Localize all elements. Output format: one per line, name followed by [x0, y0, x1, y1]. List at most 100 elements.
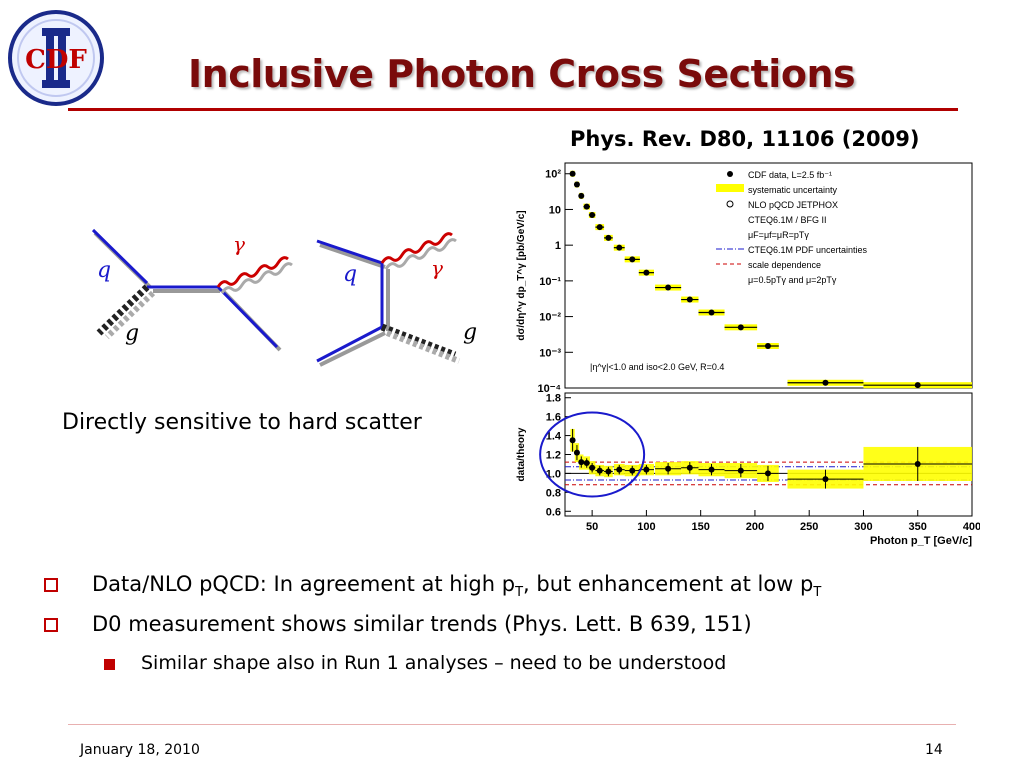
- legend-marker: [716, 184, 744, 192]
- x-tick-label: 50: [586, 521, 598, 533]
- y-tick-label-top: 10⁻²: [539, 312, 561, 324]
- x-tick-label: 350: [909, 521, 927, 533]
- y-tick-label-top: 10⁻⁴: [538, 383, 561, 395]
- data-point-top: [583, 203, 590, 210]
- legend-label: μF=μf=μR=pTγ: [748, 230, 809, 240]
- ratio-point: [708, 466, 715, 473]
- y-tick-label-bottom: 1.0: [546, 468, 561, 480]
- footer-divider: [68, 724, 956, 725]
- bullet-marker: [44, 578, 58, 592]
- bullet-text: D0 measurement shows similar trends (Phy…: [92, 612, 752, 636]
- low-pt-highlight-circle: [539, 411, 646, 498]
- y-tick-label-bottom: 1.2: [546, 450, 561, 462]
- chart-annotation: |η^γ|<1.0 and iso<2.0 GeV, R=0.4: [590, 362, 724, 372]
- data-point-top: [596, 224, 603, 231]
- svg-text:CDF: CDF: [25, 45, 87, 75]
- y-tick-label-top: 10⁻³: [539, 347, 561, 359]
- data-point-top: [822, 379, 829, 386]
- svg-text:g: g: [125, 321, 139, 346]
- y-tick-label-top: 1: [555, 240, 561, 252]
- y-tick-label-bottom: 0.8: [546, 487, 561, 499]
- svg-text:q: q: [97, 258, 111, 283]
- ratio-point: [583, 460, 590, 467]
- feynman-diagrams: q g γ q g γ: [91, 228, 477, 367]
- legend-marker: [727, 171, 733, 177]
- data-point-top: [737, 324, 744, 331]
- data-point-top: [616, 244, 623, 251]
- data-point-top: [578, 192, 585, 199]
- ratio-point: [686, 464, 693, 471]
- ratio-point: [569, 437, 576, 444]
- cdf-logo: CDF: [8, 10, 104, 106]
- reference-citation: Phys. Rev. D80, 11106 (2009): [570, 127, 920, 151]
- legend-label: NLO pQCD JETPHOX: [748, 200, 838, 210]
- bullet-marker: [44, 618, 58, 632]
- bullet-item: D0 measurement shows similar trends (Phy…: [44, 612, 1004, 652]
- ratio-point: [764, 470, 771, 477]
- y-tick-label-top: 10: [549, 204, 561, 216]
- legend-label: systematic uncertainty: [748, 185, 838, 195]
- top-panel-frame: [564, 162, 973, 389]
- y-tick-label-bottom: 1.6: [546, 412, 561, 424]
- y-tick-label-bottom: 1.4: [546, 431, 562, 443]
- x-tick-label: 250: [800, 521, 818, 533]
- data-point-top: [629, 256, 636, 263]
- ratio-point: [605, 468, 612, 475]
- ratio-point: [665, 465, 672, 472]
- y-axis-label-bottom: data/theory: [516, 427, 527, 481]
- x-tick-label: 300: [854, 521, 872, 533]
- y-tick-label-top: 10²: [545, 169, 561, 181]
- legend-marker: [726, 200, 734, 208]
- data-point-top: [686, 296, 693, 303]
- ratio-point: [589, 464, 596, 471]
- ratio-point: [616, 466, 623, 473]
- svg-text:γ: γ: [431, 256, 443, 280]
- legend-label: scale dependence: [748, 260, 821, 270]
- ratio-point: [643, 466, 650, 473]
- svg-text:q: q: [343, 262, 357, 287]
- bullet-list: Data/NLO pQCD: In agreement at high pT, …: [44, 572, 1004, 686]
- y-tick-label-top: 10⁻¹: [539, 276, 561, 288]
- data-point-top: [573, 181, 580, 188]
- y-axis-label-top: dσ/dη^γ dp_T^γ [pb/GeV/c]: [516, 210, 527, 340]
- page-number: 14: [925, 742, 943, 758]
- sub-bullet-marker: [104, 659, 115, 670]
- sub-bullet-item: Similar shape also in Run 1 analyses – n…: [104, 652, 1004, 686]
- feynman-diagram-s-channel: q g γ: [91, 228, 293, 352]
- ratio-point: [573, 449, 580, 456]
- x-tick-label: 200: [746, 521, 764, 533]
- slide-title: Inclusive Photon Cross Sections: [188, 52, 856, 96]
- ratio-point: [596, 467, 603, 474]
- legend-label: μ=0.5pTγ and μ=2pTγ: [748, 275, 837, 285]
- title-divider: [68, 108, 958, 111]
- data-point-top: [605, 234, 612, 241]
- bullet-text: Data/NLO pQCD: In agreement at high pT, …: [92, 572, 822, 601]
- y-tick-label-bottom: 1.8: [546, 393, 561, 405]
- legend-label: CTEQ6.1M PDF uncertainties: [748, 245, 868, 255]
- data-point-top: [569, 170, 576, 177]
- data-point-top: [764, 343, 771, 350]
- svg-text:γ: γ: [233, 232, 245, 256]
- data-point-top: [589, 211, 596, 218]
- footer-date: January 18, 2010: [80, 742, 200, 758]
- side-caption: Directly sensitive to hard scatter: [62, 410, 422, 435]
- legend-label: CDF data, L=2.5 fb⁻¹: [748, 170, 832, 180]
- svg-text:g: g: [463, 320, 477, 345]
- x-tick-label: 150: [691, 521, 709, 533]
- ratio-point: [629, 467, 636, 474]
- x-tick-label: 400: [963, 521, 980, 533]
- ratio-point: [578, 459, 585, 466]
- sub-bullet-text: Similar shape also in Run 1 analyses – n…: [141, 652, 727, 674]
- legend-label: CTEQ6.1M / BFG II: [748, 215, 827, 225]
- data-point-top: [914, 382, 921, 389]
- data-point-top: [643, 269, 650, 276]
- ratio-point: [914, 460, 921, 467]
- cross-section-chart: 10² 10 1 10⁻¹ 10⁻² 10⁻³ 10⁻⁴ dσ/dη^γ dp_T^γ [pb…: [516, 162, 980, 547]
- data-point-top: [708, 309, 715, 316]
- data-point-top: [665, 284, 672, 291]
- x-axis-label: Photon p_T [GeV/c]: [870, 535, 972, 547]
- ratio-point: [737, 467, 744, 474]
- bullet-item: Data/NLO pQCD: In agreement at high pT, …: [44, 572, 1004, 612]
- x-tick-label: 100: [637, 521, 655, 533]
- y-tick-label-bottom: 0.6: [546, 506, 561, 518]
